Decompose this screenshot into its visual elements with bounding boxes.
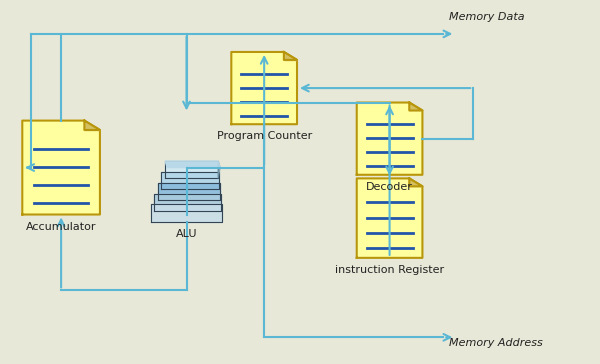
Polygon shape <box>232 52 297 124</box>
Polygon shape <box>409 178 422 186</box>
Text: instruction Register: instruction Register <box>335 265 444 275</box>
Polygon shape <box>22 120 100 214</box>
Text: Accumulator: Accumulator <box>26 222 97 232</box>
Polygon shape <box>357 103 422 175</box>
Polygon shape <box>218 161 220 178</box>
Polygon shape <box>158 183 220 200</box>
Polygon shape <box>409 103 422 111</box>
Text: Memory Address: Memory Address <box>449 338 543 348</box>
Polygon shape <box>357 178 422 258</box>
Polygon shape <box>165 161 220 167</box>
Polygon shape <box>151 205 223 222</box>
Text: ALU: ALU <box>176 229 197 239</box>
Polygon shape <box>161 172 219 189</box>
Text: Decoder: Decoder <box>366 182 413 192</box>
Polygon shape <box>165 161 218 178</box>
Polygon shape <box>85 120 100 130</box>
Polygon shape <box>284 52 297 60</box>
Polygon shape <box>154 194 221 211</box>
Text: Memory Data: Memory Data <box>449 12 525 22</box>
Text: Program Counter: Program Counter <box>217 131 312 142</box>
